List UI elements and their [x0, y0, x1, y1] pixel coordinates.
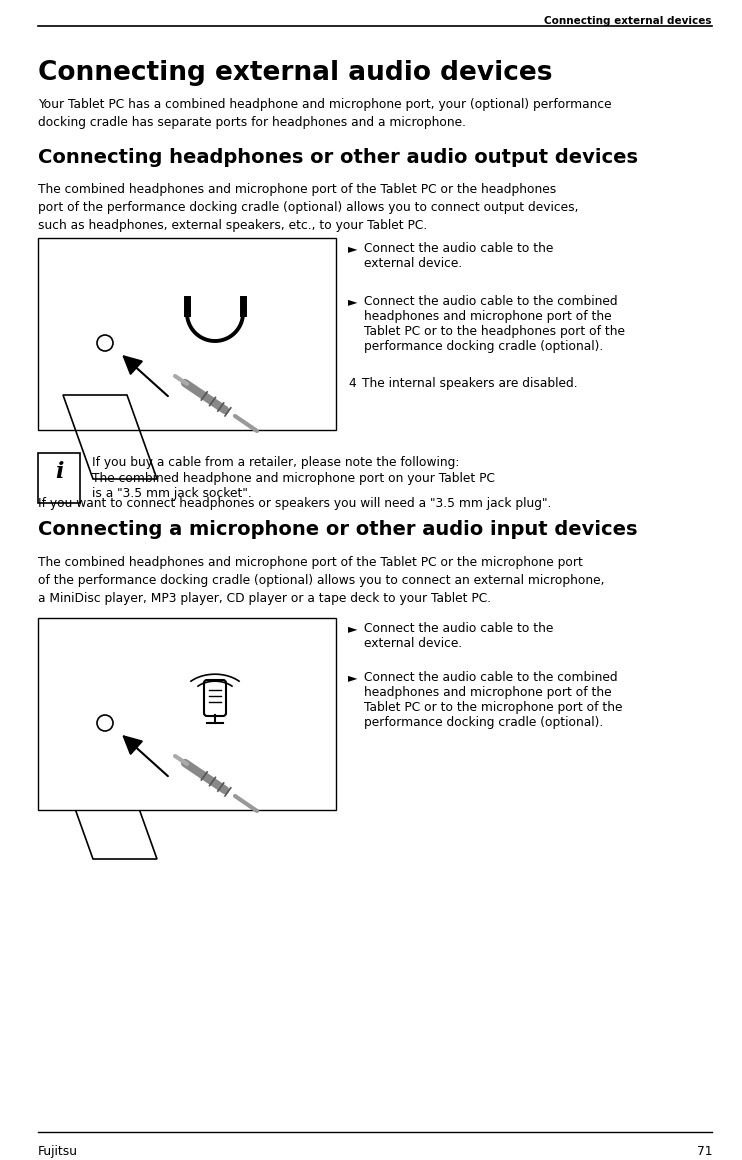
FancyBboxPatch shape [204, 680, 226, 716]
Text: Tablet PC or to the headphones port of the: Tablet PC or to the headphones port of t… [364, 325, 625, 338]
Text: If you want to connect headphones or speakers you will need a "3.5 mm jack plug": If you want to connect headphones or spe… [38, 496, 551, 510]
Text: performance docking cradle (optional).: performance docking cradle (optional). [364, 340, 603, 353]
Text: Fujitsu: Fujitsu [38, 1145, 78, 1158]
Text: external device.: external device. [364, 258, 462, 270]
Text: Connecting a microphone or other audio input devices: Connecting a microphone or other audio i… [38, 520, 637, 539]
Text: ►: ► [348, 295, 358, 309]
Text: The combined headphone and microphone port on your Tablet PC: The combined headphone and microphone po… [92, 472, 495, 485]
Text: 71: 71 [697, 1145, 712, 1158]
Bar [38, 454, 80, 503]
Text: Connect the audio cable to the combined: Connect the audio cable to the combined [364, 295, 617, 309]
Text: Connect the audio cable to the combined: Connect the audio cable to the combined [364, 670, 617, 684]
Bar [38, 618, 336, 810]
Text: i: i [55, 461, 63, 483]
Text: Tablet PC or to the microphone port of the: Tablet PC or to the microphone port of t… [364, 701, 623, 715]
Text: ►: ► [348, 670, 358, 684]
Text: Connect the audio cable to the: Connect the audio cable to the [364, 622, 554, 635]
Text: ►: ► [348, 242, 358, 255]
Text: Connecting external devices: Connecting external devices [545, 16, 712, 26]
Text: headphones and microphone port of the: headphones and microphone port of the [364, 686, 611, 699]
Text: Connect the audio cable to the: Connect the audio cable to the [364, 242, 554, 255]
Text: ►: ► [348, 622, 358, 635]
Text: If you buy a cable from a retailer, please note the following:: If you buy a cable from a retailer, plea… [92, 456, 459, 469]
Text: The internal speakers are disabled.: The internal speakers are disabled. [362, 377, 577, 390]
Text: The combined headphones and microphone port of the Tablet PC or the headphones
p: The combined headphones and microphone p… [38, 183, 579, 232]
Text: 4: 4 [348, 377, 355, 390]
Text: Connecting external audio devices: Connecting external audio devices [38, 60, 553, 86]
Text: performance docking cradle (optional).: performance docking cradle (optional). [364, 716, 603, 728]
Text: external device.: external device. [364, 637, 462, 650]
Text: headphones and microphone port of the: headphones and microphone port of the [364, 310, 611, 322]
Text: The combined headphones and microphone port of the Tablet PC or the microphone p: The combined headphones and microphone p… [38, 556, 605, 606]
Text: Your Tablet PC has a combined headphone and microphone port, your (optional) per: Your Tablet PC has a combined headphone … [38, 97, 611, 129]
Text: Connecting headphones or other audio output devices: Connecting headphones or other audio out… [38, 148, 638, 167]
Text: is a "3.5 mm jack socket".: is a "3.5 mm jack socket". [92, 487, 252, 500]
Bar [38, 238, 336, 430]
